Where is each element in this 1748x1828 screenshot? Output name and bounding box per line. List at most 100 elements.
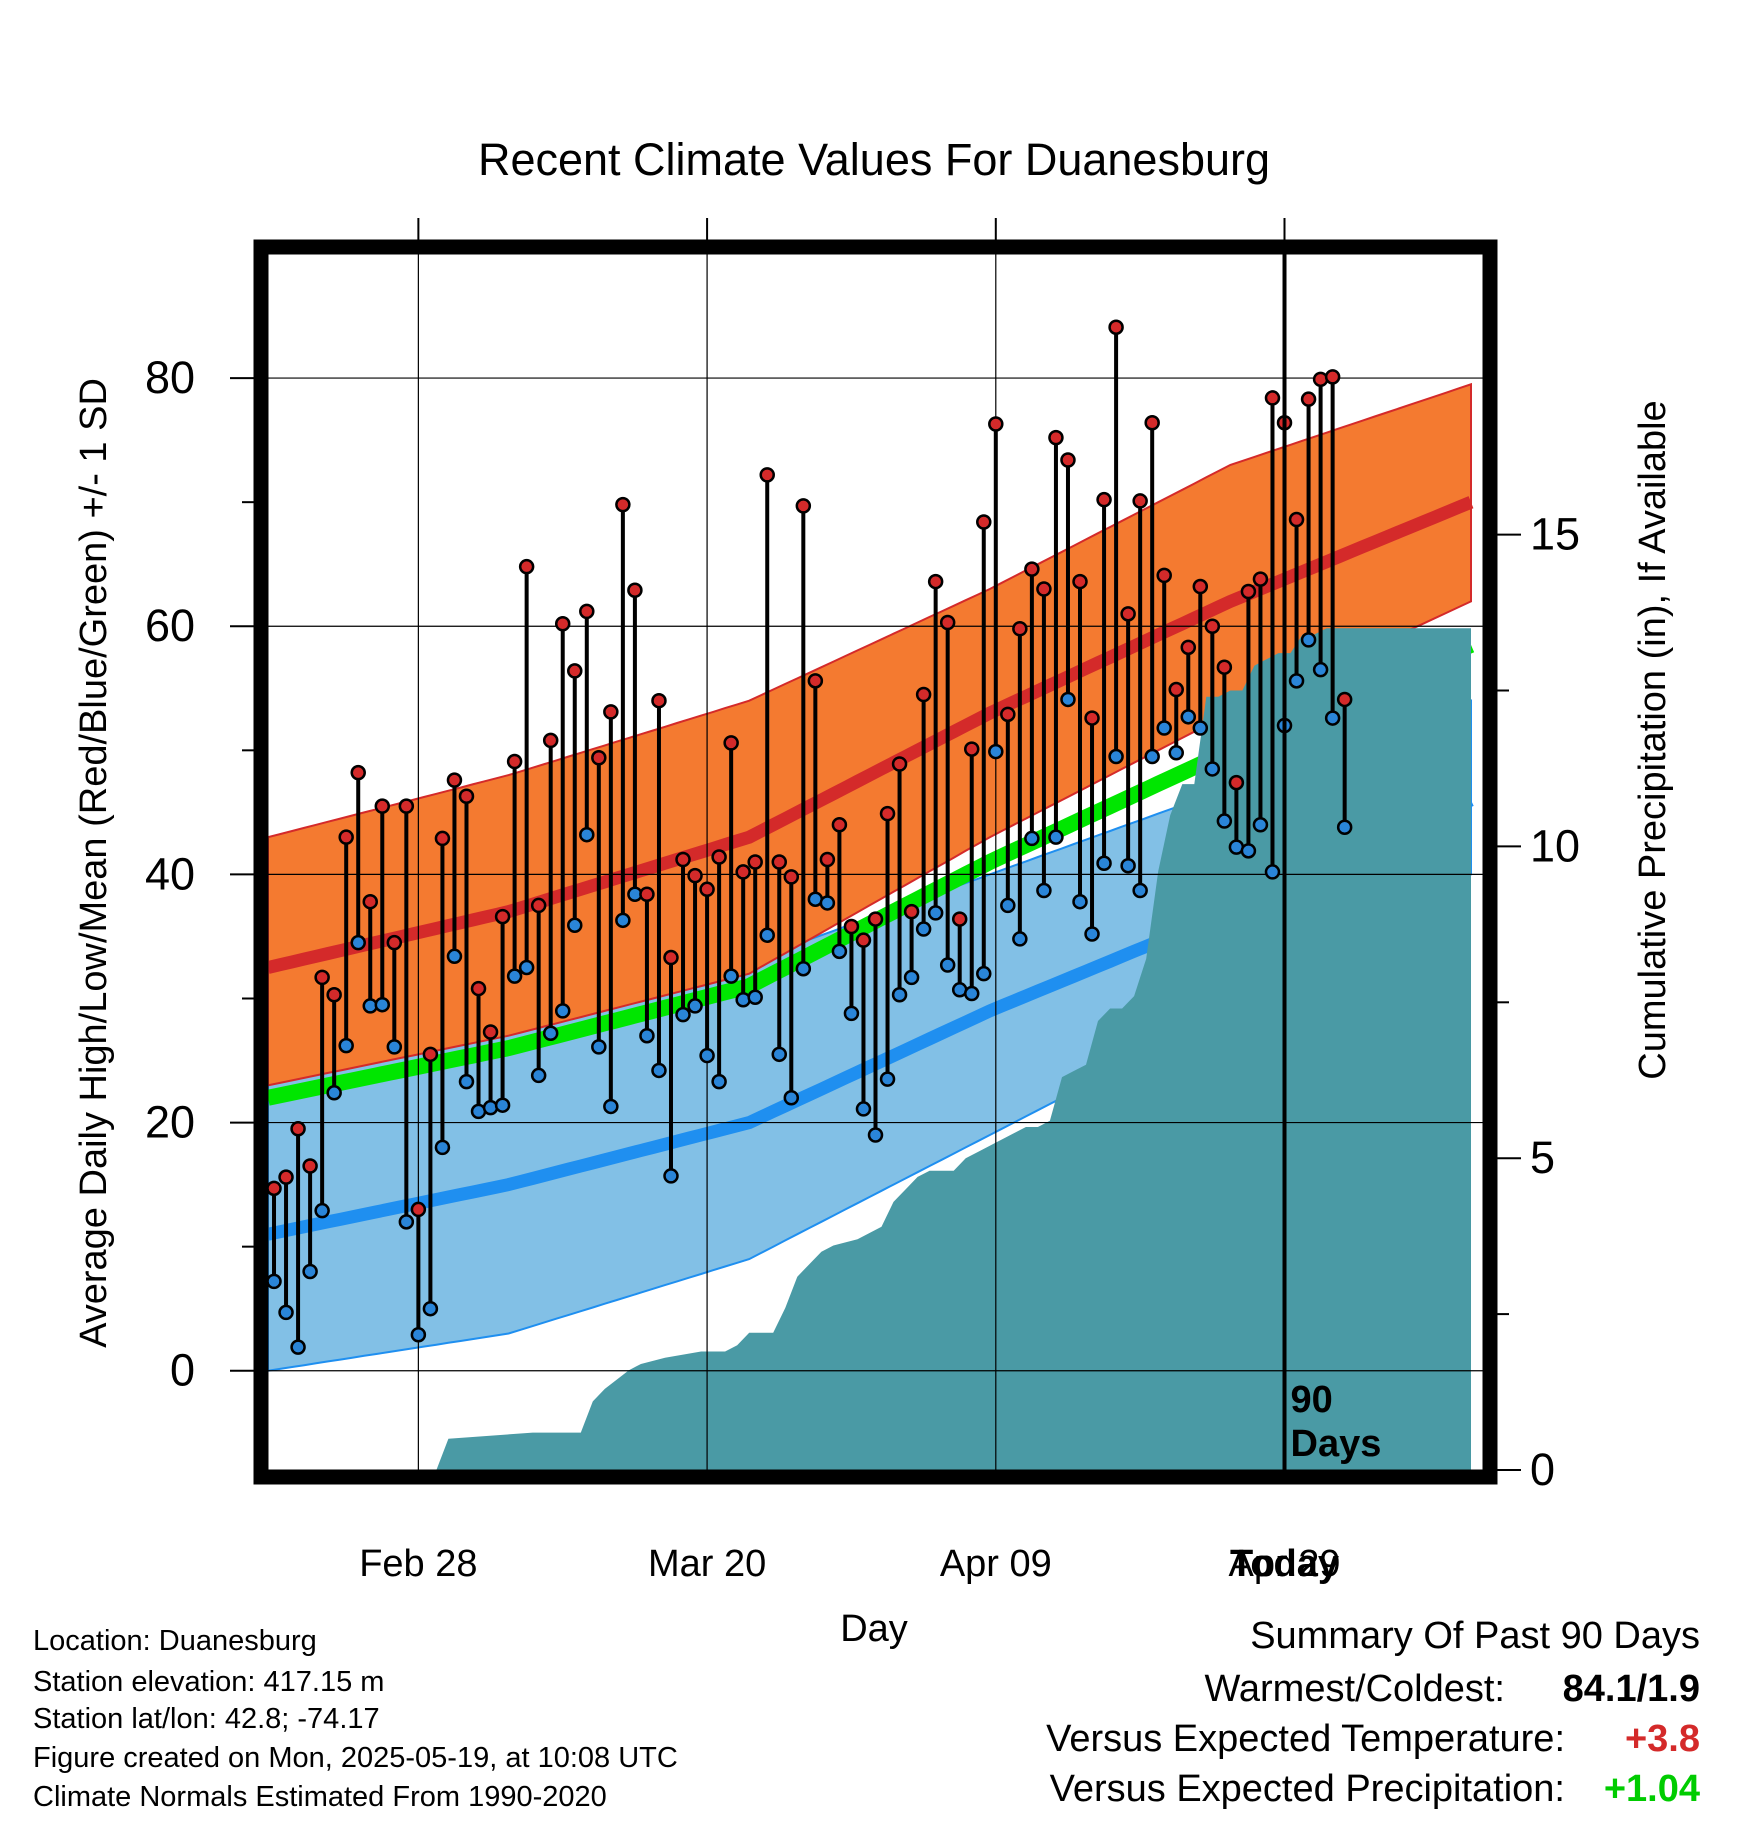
daily-low-point — [927, 905, 944, 921]
daily-high-point — [1300, 391, 1317, 407]
daily-high-point — [290, 1121, 306, 1137]
footer-created: Figure created on Mon, 2025-05-19, at 10… — [33, 1742, 678, 1774]
daily-high-point — [783, 869, 800, 885]
x-tick-label: Apr 29 — [1229, 1543, 1341, 1585]
daily-high-point — [374, 798, 391, 814]
daily-low-point — [579, 826, 595, 843]
daily-low-point — [1120, 857, 1136, 874]
summary-precip-value: +1.04 — [1603, 1768, 1700, 1810]
daily-low-point — [1012, 931, 1028, 947]
chart-title: Recent Climate Values For Duanesburg — [478, 134, 1270, 185]
daily-high-point — [470, 980, 487, 997]
daily-low-point — [1288, 673, 1305, 689]
summary-warmest-value: 84.1/1.9 — [1562, 1668, 1700, 1710]
daily-high-point — [663, 949, 679, 966]
daily-high-point — [494, 908, 511, 925]
daily-high-point — [819, 851, 836, 868]
daily-high-point — [843, 918, 860, 935]
daily-low-point — [891, 987, 908, 1003]
daily-high-point — [795, 498, 812, 514]
footer-normals: Climate Normals Estimated From 1990-2020 — [33, 1781, 607, 1813]
daily-low-point — [747, 989, 763, 1005]
footer-latlon: Station lat/lon: 42.8; -74.17 — [33, 1703, 380, 1735]
daily-high-point — [1084, 710, 1100, 726]
daily-low-point — [1312, 661, 1329, 678]
daily-high-point — [386, 934, 403, 951]
daily-low-point — [603, 1098, 619, 1115]
daily-high-point — [422, 1046, 439, 1063]
daily-high-point — [518, 558, 535, 575]
daily-low-point — [795, 960, 812, 977]
daily-high-point — [1252, 571, 1269, 587]
daily-low-point — [482, 1099, 499, 1116]
daily-low-point — [651, 1062, 667, 1079]
daily-low-point — [771, 1046, 788, 1063]
daily-high-point — [759, 467, 775, 483]
daily-high-point — [1312, 371, 1329, 388]
daily-low-point — [542, 1025, 559, 1041]
daily-low-point — [1324, 710, 1341, 726]
daily-low-point — [446, 948, 463, 965]
daily-high-point — [855, 932, 872, 948]
daily-low-point — [1168, 745, 1184, 761]
daily-low-point — [278, 1304, 294, 1321]
daily-low-point — [1048, 829, 1064, 845]
daily-high-point — [915, 686, 932, 703]
daily-low-point — [422, 1300, 439, 1317]
y-tick-label: 20 — [145, 1097, 195, 1148]
y-tick-label: 80 — [145, 352, 195, 403]
daily-low-point — [434, 1139, 451, 1156]
daily-low-point — [831, 943, 848, 960]
daily-high-point — [879, 805, 896, 822]
footer-location: Location: Duanesburg — [33, 1625, 317, 1657]
x-tick-label: Apr 09 — [940, 1543, 1052, 1585]
daily-low-point — [506, 968, 523, 984]
daily-high-point — [988, 416, 1004, 432]
x-tick-label: Mar 20 — [648, 1543, 766, 1585]
daily-high-point — [1168, 681, 1184, 698]
daily-high-point — [1000, 706, 1016, 723]
daily-high-point — [579, 603, 595, 620]
daily-low-point — [567, 917, 583, 934]
daily-high-point — [771, 854, 788, 870]
daily-high-point — [362, 893, 379, 910]
daily-low-point — [963, 985, 980, 1002]
daily-high-point — [603, 704, 619, 720]
daily-high-point — [1180, 639, 1197, 656]
daily-high-point — [1288, 511, 1305, 528]
daily-high-point — [1108, 319, 1124, 335]
daily-low-point — [1156, 720, 1172, 736]
summary-temp-value: +3.8 — [1624, 1718, 1700, 1760]
daily-high-point — [903, 903, 920, 920]
daily-high-point — [1216, 659, 1233, 675]
daily-high-point — [639, 886, 655, 903]
daily-high-point — [1264, 390, 1281, 406]
summary-title: Summary Of Past 90 Days — [1250, 1615, 1700, 1657]
daily-low-point — [458, 1073, 475, 1090]
daily-low-point — [410, 1327, 427, 1343]
daily-high-point — [891, 756, 908, 772]
daily-low-point — [494, 1097, 511, 1113]
daily-high-point — [675, 851, 691, 868]
daily-high-point — [591, 750, 607, 766]
daily-low-point — [939, 957, 956, 973]
daily-high-point — [1132, 493, 1148, 509]
daily-low-point — [338, 1037, 354, 1054]
daily-high-point — [927, 573, 944, 590]
daily-high-point — [410, 1201, 427, 1218]
daily-high-point — [278, 1169, 294, 1185]
daily-bars — [268, 319, 1353, 1355]
daily-low-point — [663, 1168, 679, 1184]
precip-area — [268, 628, 1471, 1470]
daily-high-point — [398, 798, 415, 814]
daily-low-point — [1084, 926, 1100, 942]
daily-high-point — [699, 881, 715, 898]
daily-high-point — [1204, 618, 1221, 634]
daily-low-point — [314, 1202, 330, 1219]
daily-low-point — [687, 998, 703, 1014]
daily-low-point — [1036, 882, 1052, 899]
daily-high-point — [976, 514, 992, 530]
daily-low-point — [1264, 864, 1281, 880]
daily-low-point — [675, 1006, 691, 1023]
daily-high-point — [314, 969, 330, 986]
